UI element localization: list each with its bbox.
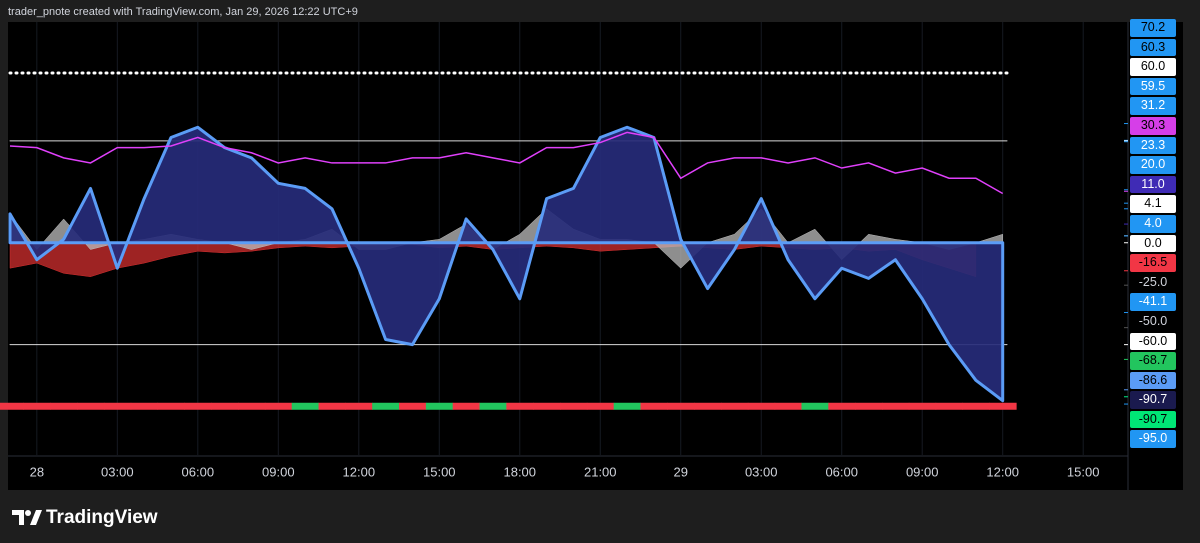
strip-cell <box>23 402 51 410</box>
x-tick-label: 03:00 <box>101 464 134 479</box>
logo-icon <box>12 510 24 525</box>
price-label: -41.1 <box>1130 293 1176 311</box>
strip-cell <box>318 402 346 410</box>
price-label: -60.0 <box>1130 332 1176 351</box>
x-tick-label: 09:00 <box>906 464 939 479</box>
strip-cell <box>103 402 132 410</box>
x-tick-label: 06:00 <box>825 464 858 479</box>
x-tick-label: 12:00 <box>986 464 1019 479</box>
x-tick-label: 06:00 <box>182 464 215 479</box>
strip-cell <box>694 402 722 410</box>
strip-cell <box>50 402 78 410</box>
strip-cell <box>613 402 642 410</box>
strip-cell <box>586 402 615 410</box>
price-label: 4.0 <box>1130 214 1176 233</box>
strip-cell <box>560 402 588 410</box>
strip-cell <box>855 402 883 410</box>
plot: 28 03:00 06:00 09:00 12:00 15:00 18:00 21:00 29 0… <box>0 22 1128 479</box>
header: trader_pnote created with TradingView.co… <box>8 6 358 18</box>
strip-cell <box>989 402 1017 410</box>
brand: TradingView <box>46 507 158 528</box>
logo-icon <box>30 510 42 525</box>
x-tick-label: 29 <box>674 464 688 479</box>
strip-cell <box>479 402 507 410</box>
logo: TradingView <box>12 507 158 528</box>
price-label: 20.0 <box>1130 156 1176 174</box>
x-tick-label: 28 <box>30 464 44 479</box>
strip-cell <box>962 402 990 410</box>
x-tick-label: 15:00 <box>423 464 456 479</box>
price-label: -25.0 <box>1130 273 1176 292</box>
strip-cell <box>291 402 320 410</box>
price-axis: 70.2 60.3 60.0 59.5 31.2 30.3 23.3 20.0 11.0 4.1 4… <box>1130 19 1176 450</box>
price-label: -86.6 <box>1130 371 1176 390</box>
price-label: -90.7 <box>1130 391 1176 409</box>
strip-cell <box>908 402 937 410</box>
strip-cell <box>238 402 266 410</box>
strip-cell <box>506 402 534 410</box>
price-label: 70.2 <box>1130 19 1176 37</box>
strip-cell <box>720 402 749 410</box>
area <box>8 125 1005 403</box>
logo-icon <box>25 510 31 516</box>
price-label: -90.7 <box>1130 410 1176 429</box>
price-label: 31.2 <box>1130 97 1176 115</box>
strip-cell <box>372 402 400 410</box>
strip-cell <box>801 402 829 410</box>
strip-cell <box>77 402 105 410</box>
strip-cell <box>747 402 776 410</box>
x-tick-label: 15:00 <box>1067 464 1100 479</box>
line <box>9 131 1004 195</box>
strip-cell <box>130 402 159 410</box>
price-label: 60.0 <box>1130 58 1176 76</box>
chart-panel <box>8 22 1183 490</box>
strip-cell <box>399 402 427 410</box>
strip-cell <box>640 402 668 410</box>
price-label: -95.0 <box>1130 430 1176 449</box>
price-label: -16.5 <box>1130 254 1176 272</box>
price-label: 4.1 <box>1130 195 1176 213</box>
strip-cell <box>425 402 454 410</box>
strip-cell <box>211 402 239 410</box>
x-tick-label: 03:00 <box>745 464 778 479</box>
price-label: -50.0 <box>1130 312 1176 331</box>
price-label: -68.7 <box>1130 352 1176 370</box>
x-tick-label: 12:00 <box>343 464 376 479</box>
strip-cell <box>264 402 293 410</box>
strip-cell <box>184 402 212 410</box>
price-label: 60.3 <box>1130 38 1176 57</box>
strip-cell <box>828 402 856 410</box>
price-label: 59.5 <box>1130 77 1176 96</box>
strip-cell <box>157 402 185 410</box>
price-label: 0.0 <box>1130 234 1176 253</box>
strip-cell <box>774 402 802 410</box>
strip-cell <box>935 402 963 410</box>
strip-cell <box>345 402 373 410</box>
x-tick-label: 09:00 <box>262 464 295 479</box>
price-label: 11.0 <box>1130 175 1176 194</box>
x-tick-label: 21:00 <box>584 464 617 479</box>
strip-cell <box>667 402 695 410</box>
price-label: 23.3 <box>1130 136 1176 155</box>
strip-cell <box>0 402 24 410</box>
x-tick-label: 18:00 <box>503 464 536 479</box>
strip-cell <box>452 402 481 410</box>
price-label: 30.3 <box>1130 116 1176 135</box>
strip-cell <box>533 402 561 410</box>
strip-cell <box>881 402 910 410</box>
